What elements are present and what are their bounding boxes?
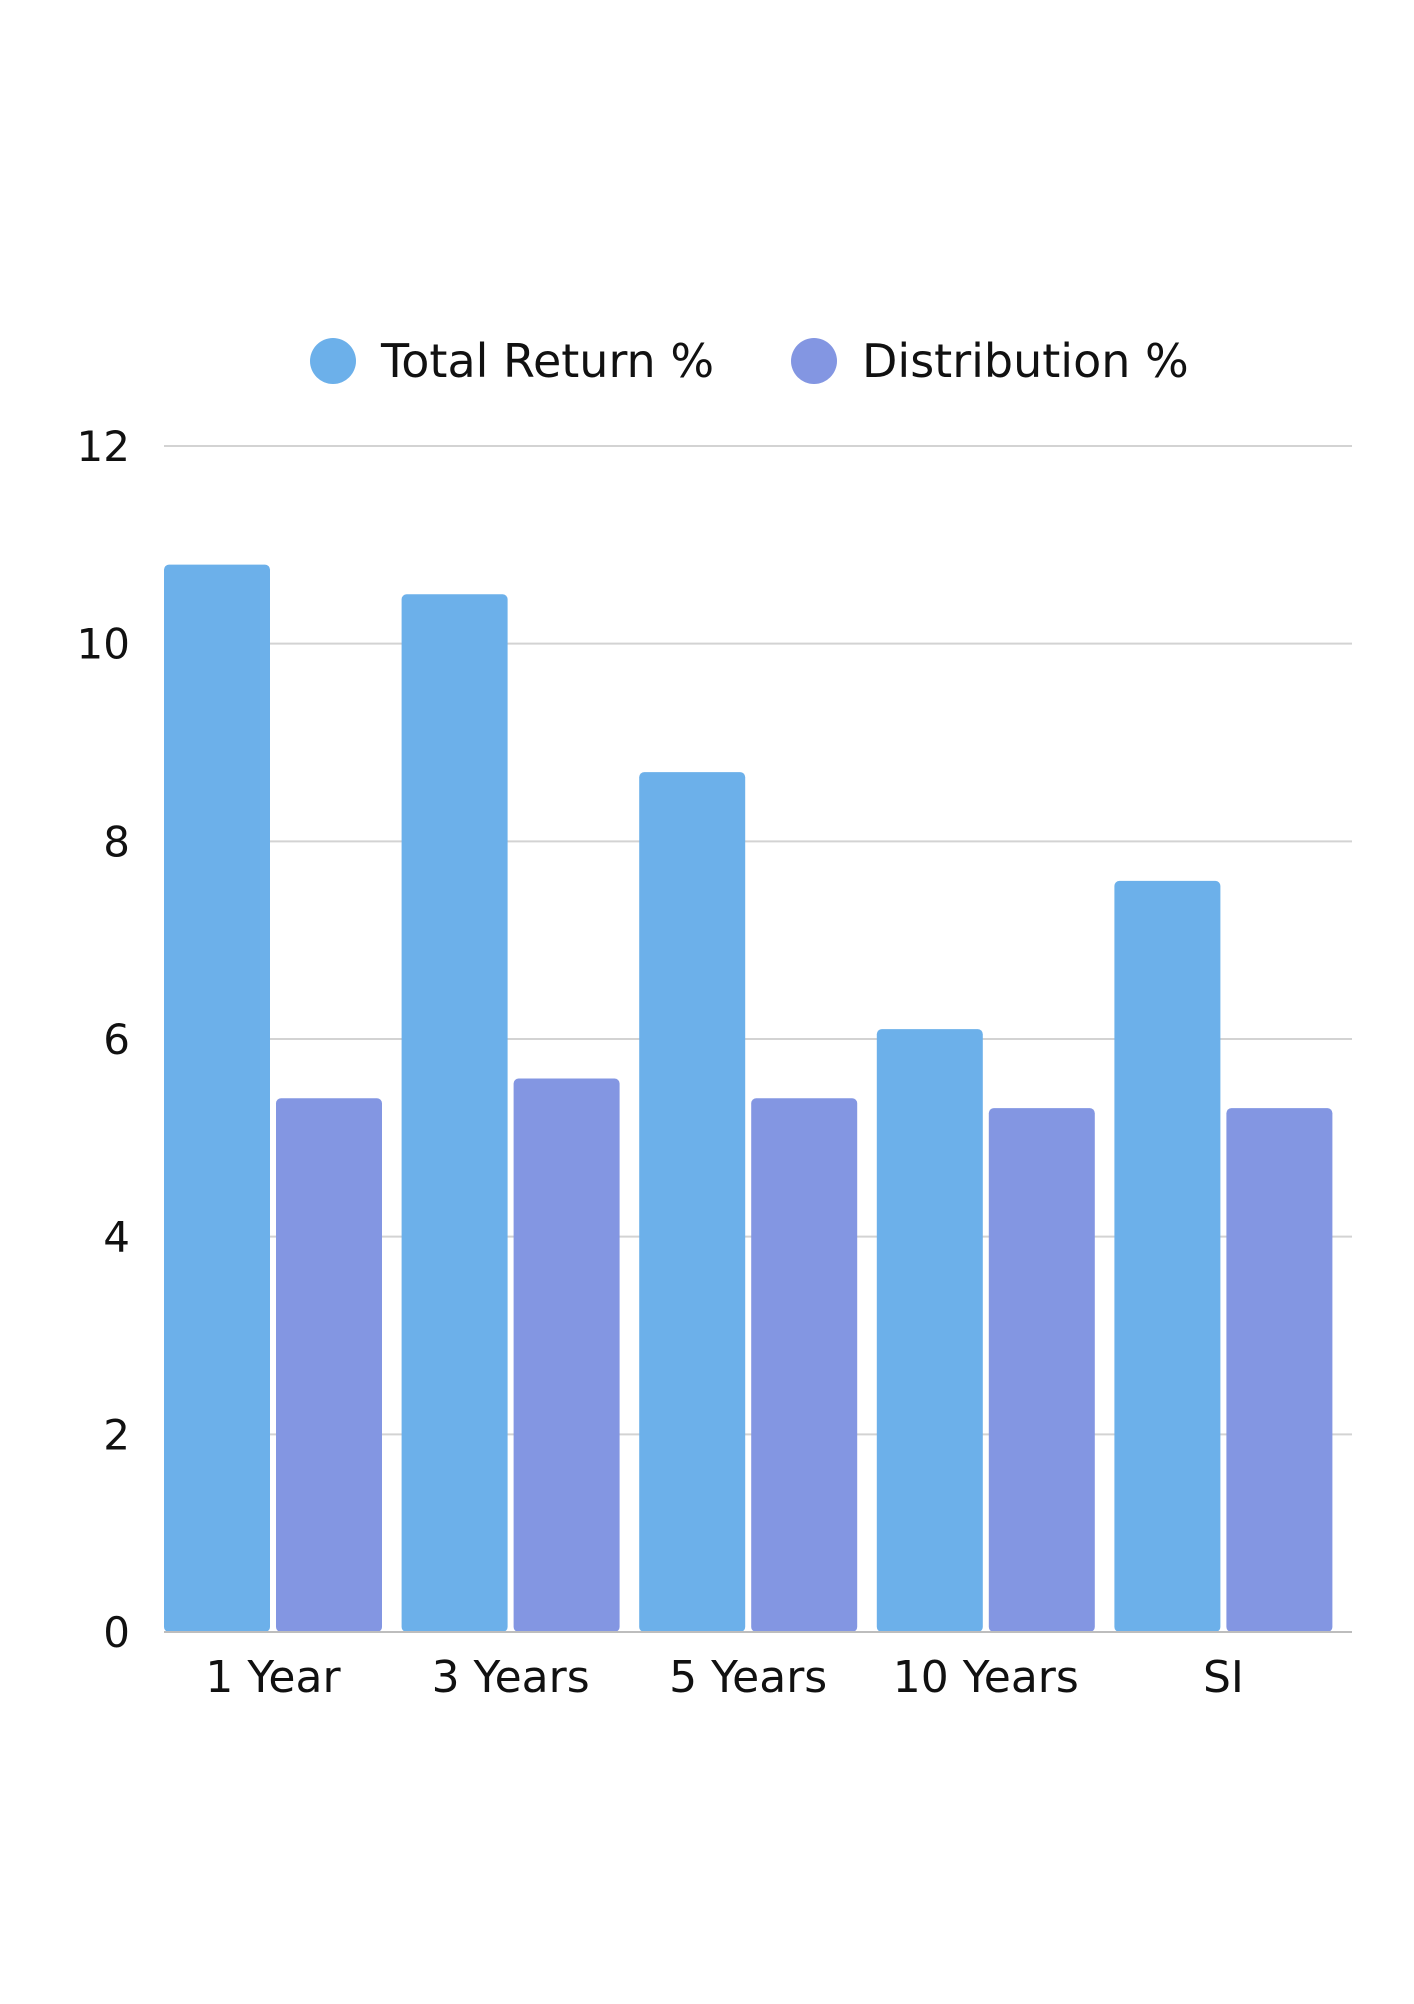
y-tick-label: 2 — [103, 1410, 130, 1459]
x-tick-label: SI — [1203, 1652, 1244, 1703]
legend-item-total-return: Total Return % — [310, 334, 714, 388]
y-tick-label: 12 — [77, 422, 130, 471]
bar-distribution — [276, 1098, 382, 1632]
x-axis: 1 Year 3 Years 5 Years 10 Years SI — [205, 1652, 1243, 1703]
legend-item-distribution: Distribution % — [791, 334, 1189, 388]
bar-total-return — [639, 772, 746, 1632]
bar-total-return — [876, 1029, 983, 1632]
y-tick-label: 10 — [77, 620, 130, 669]
bar-distribution — [751, 1098, 858, 1632]
legend-swatch-distribution — [791, 338, 837, 384]
bar-distribution — [1226, 1108, 1333, 1632]
legend-swatch-total-return — [310, 338, 356, 384]
bar-distribution — [988, 1108, 1095, 1632]
y-tick-label: 4 — [103, 1213, 130, 1262]
bar-total-return — [164, 564, 270, 1632]
bars — [164, 564, 1352, 1633]
bar-distribution — [513, 1078, 620, 1632]
y-tick-label: 8 — [103, 817, 130, 866]
legend-label-distribution: Distribution % — [862, 334, 1189, 388]
legend-label-total-return: Total Return % — [380, 334, 714, 388]
y-tick-label: 0 — [103, 1608, 130, 1657]
y-tick-label: 6 — [103, 1015, 130, 1064]
x-tick-label: 3 Years — [432, 1652, 590, 1703]
y-axis: 0 2 4 6 8 10 12 — [77, 422, 130, 1657]
bar-total-return — [401, 594, 508, 1632]
legend: Total Return % Distribution % — [310, 334, 1189, 388]
bar-total-return — [1114, 880, 1221, 1632]
x-tick-label: 1 Year — [205, 1652, 341, 1703]
x-tick-label: 10 Years — [893, 1652, 1079, 1703]
x-tick-label: 5 Years — [669, 1652, 827, 1703]
